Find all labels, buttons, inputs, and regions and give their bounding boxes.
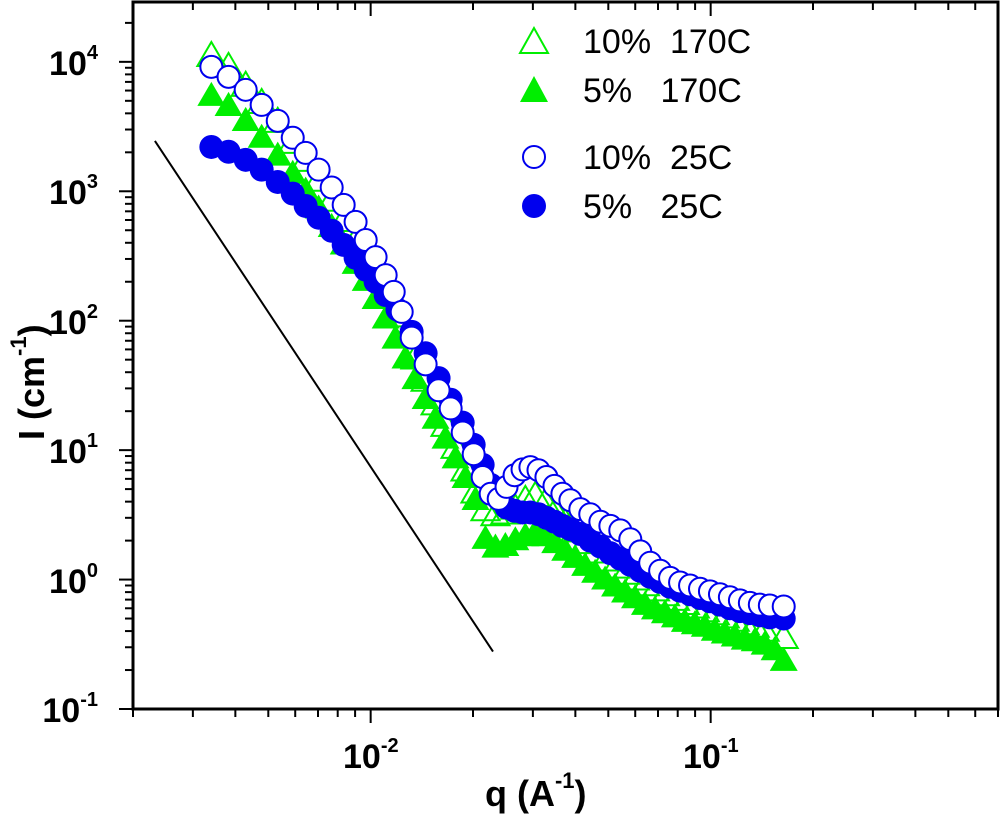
- y-tick-label: 102: [49, 301, 98, 342]
- y-tick-labels: 10-1 100 101 102 103 104: [42, 42, 99, 730]
- legend-label: 10% 170C: [583, 23, 751, 61]
- data-point: [391, 344, 420, 369]
- y-tick-label: 101: [49, 430, 98, 471]
- data-point: [233, 77, 258, 102]
- legend-entry: 10% 25C: [522, 139, 732, 177]
- x-tick-label: 10-1: [683, 735, 739, 776]
- reference-slope-line: [154, 140, 494, 653]
- data-point: [214, 91, 243, 116]
- legend-entry: 5% 25C: [522, 188, 723, 226]
- data-point: [450, 420, 475, 445]
- x-tick-label: 10-2: [343, 735, 399, 776]
- data-point: [247, 123, 276, 148]
- data-point: [280, 125, 305, 150]
- x-tick-labels: 10-2 10-1: [343, 735, 739, 776]
- legend-marker-triangle-filled: [520, 76, 548, 102]
- data-point: [769, 646, 798, 671]
- data-point: [401, 365, 430, 390]
- data-point: [461, 485, 490, 510]
- data-point: [371, 304, 400, 329]
- series-layer: [195, 39, 800, 671]
- data-point: [319, 175, 344, 200]
- data-point: [461, 442, 486, 467]
- x-axis-title: q (A-1): [485, 768, 587, 814]
- data-point: [249, 92, 274, 117]
- data-point: [767, 622, 800, 650]
- series-circle-open: [199, 54, 796, 619]
- y-tick-label: 100: [49, 560, 98, 601]
- data-point: [389, 299, 414, 324]
- data-point: [216, 64, 241, 89]
- data-point: [331, 192, 356, 217]
- data-point: [426, 378, 451, 403]
- y-tick-label: 10-1: [42, 689, 98, 730]
- data-point: [231, 106, 260, 131]
- legend-marker-circle-filled: [522, 194, 546, 218]
- data-point: [293, 140, 318, 165]
- y-axis-title: I (cm-1): [6, 324, 52, 440]
- legend-marker-circle-open: [522, 145, 546, 169]
- legend-entry: 5% 170C: [520, 72, 742, 110]
- data-point: [411, 384, 440, 410]
- data-point: [306, 157, 331, 182]
- data-point: [399, 325, 424, 350]
- plot-frame: [131, 0, 1000, 711]
- data-point: [438, 396, 463, 421]
- legend-label: 5% 170C: [583, 72, 742, 110]
- data-point: [343, 209, 368, 234]
- data-point: [381, 279, 406, 304]
- data-point: [421, 404, 450, 429]
- axis-ticks: [119, 2, 999, 723]
- y-tick-label: 104: [49, 42, 99, 83]
- legend: 10% 170C 5% 170C 10% 25C 5% 25C: [518, 23, 751, 226]
- legend-marker-triangle-open: [518, 25, 550, 54]
- data-point: [413, 352, 438, 377]
- y-tick-label: 103: [49, 171, 98, 212]
- legend-label: 5% 25C: [583, 188, 723, 226]
- data-point: [197, 81, 226, 106]
- data-point: [265, 108, 290, 133]
- legend-entry: 10% 170C: [518, 23, 751, 61]
- data-point: [363, 245, 388, 270]
- legend-label: 10% 25C: [583, 139, 732, 177]
- data-point: [771, 594, 796, 619]
